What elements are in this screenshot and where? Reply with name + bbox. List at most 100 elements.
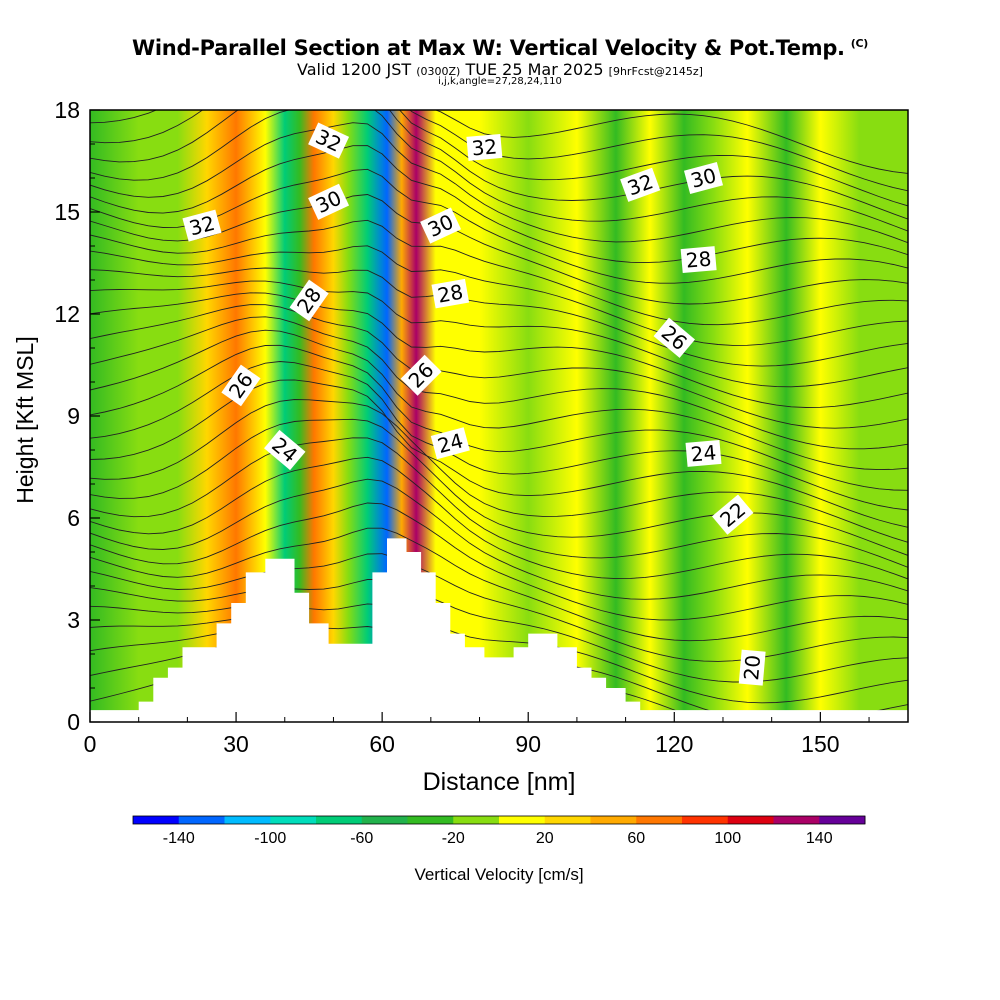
- isentrope-line: [90, 110, 908, 220]
- chart-params: i,j,k,angle=27,28,24,110: [438, 76, 562, 87]
- isentrope-line: [90, 267, 908, 367]
- colorbar-swatch: [133, 816, 180, 824]
- colorbar-swatch: [316, 816, 363, 824]
- isentrope-line: [90, 194, 908, 305]
- isentrope-line: [90, 603, 908, 704]
- colorbar-swatch: [361, 816, 408, 824]
- y-tick-label: 18: [54, 97, 80, 123]
- isentrope-line: [90, 553, 908, 662]
- colorbar-swatch: [773, 816, 820, 824]
- contour-label-box: [685, 439, 722, 467]
- contour-label-box: [738, 649, 766, 686]
- colorbar-swatch: [270, 816, 317, 824]
- contour-label-box: [653, 317, 696, 358]
- velocity-field: [90, 110, 908, 722]
- y-axis-label: Height [Kft MSL]: [12, 336, 38, 503]
- contour-label-box: [680, 246, 717, 274]
- colorbar-frame: [132, 815, 866, 825]
- contour-label-box: [431, 278, 470, 309]
- contour-label-text: 28: [685, 247, 712, 273]
- contour-label-box: [683, 162, 724, 194]
- isentrope-line: [90, 579, 908, 683]
- contour-label-box: [221, 364, 261, 407]
- isentrope-line: [90, 316, 908, 450]
- contour-label: 24: [685, 439, 722, 467]
- contour-label-text: 20: [739, 654, 765, 681]
- x-axis-label: Distance [nm]: [423, 768, 576, 796]
- colorbar-tick-label: 140: [806, 830, 833, 847]
- isentrope-line: [90, 456, 908, 580]
- terrain-mask: [90, 538, 908, 722]
- isentrope-line: [90, 329, 908, 471]
- x-tick-label: 150: [801, 731, 839, 757]
- colorbar-tick-label: 60: [627, 830, 645, 847]
- colorbar-tick-label: -20: [442, 830, 465, 847]
- colorbar-swatch: [544, 816, 591, 824]
- isentrope-line: [90, 418, 908, 556]
- contour-label-box: [620, 167, 661, 202]
- colorbar-tick-label: -100: [254, 830, 286, 847]
- isentrope-line: [90, 122, 908, 244]
- contour-label-box: [308, 122, 350, 159]
- isentrope-line: [90, 527, 908, 642]
- contour-label: 28: [680, 246, 717, 274]
- contour-label-text: 32: [471, 134, 498, 160]
- colorbar-swatch: [682, 816, 729, 824]
- x-tick-label: 0: [84, 731, 97, 757]
- colorbar-swatch: [224, 816, 271, 824]
- y-tick-label: 15: [54, 199, 80, 225]
- contour-label: 30: [683, 162, 724, 194]
- isentrope-line: [90, 110, 908, 207]
- y-tick-label: 6: [67, 505, 80, 531]
- x-tick-label: 90: [515, 731, 541, 757]
- contour-label-box: [400, 354, 442, 396]
- contour-label-text: 28: [436, 280, 465, 308]
- colorbar-swatch: [407, 816, 454, 824]
- colorbar-tick-label: -140: [163, 830, 195, 847]
- contour-label-text: 24: [690, 440, 717, 466]
- y-tick-label: 3: [67, 607, 80, 633]
- y-tick-label: 9: [67, 403, 80, 429]
- x-tick-label: 60: [369, 731, 395, 757]
- contour-label-box: [182, 209, 222, 242]
- contour-label: 20: [738, 649, 766, 686]
- isentrope-line: [90, 379, 908, 528]
- chart-title: Wind-Parallel Section at Max W: Vertical…: [132, 36, 868, 60]
- colorbar-swatch: [636, 816, 683, 824]
- colorbar-swatch: [178, 816, 225, 824]
- isentrope-line: [90, 399, 908, 543]
- colorbar-swatch: [499, 816, 546, 824]
- chart-subtitle: Valid 1200 JST (0300Z) TUE 25 Mar 2025 […: [297, 60, 703, 79]
- isentrope-line: [90, 344, 908, 491]
- isentrope-line: [90, 292, 908, 408]
- isentrope-line: [90, 245, 908, 346]
- contour-label-box: [466, 133, 503, 161]
- isentrope-line: [90, 437, 908, 568]
- colorbar-swatch: [727, 816, 774, 824]
- colorbar-label: Vertical Velocity [cm/s]: [414, 865, 583, 884]
- isentrope-line: [90, 168, 908, 284]
- isentrope-line: [90, 304, 908, 429]
- contour-label-box: [430, 427, 470, 460]
- isentrope-line: [90, 361, 908, 511]
- colorbar-swatch: [819, 816, 866, 824]
- isentrope-line: [90, 219, 908, 326]
- isentrope-line: [90, 145, 908, 264]
- x-tick-label: 120: [655, 731, 693, 757]
- contour-label-box: [711, 494, 754, 535]
- colorbar-tick-label: -60: [350, 830, 373, 847]
- y-axis-ticks: 0 3 6 9 12 15 18: [54, 97, 100, 735]
- isentrope-line: [90, 110, 908, 232]
- colorbar-swatch: [590, 816, 637, 824]
- contour-label: 32: [466, 133, 503, 161]
- contour-label: 28: [431, 278, 470, 309]
- isentrope-line: [90, 280, 908, 388]
- x-tick-label: 30: [223, 731, 249, 757]
- contour-label-box: [420, 207, 462, 244]
- contour-label-box: [308, 183, 350, 220]
- isentrope-line: [90, 502, 908, 621]
- colorbar-tick-label: 20: [536, 830, 554, 847]
- x-axis-ticks: 0 30 60 90 120 150: [84, 712, 870, 757]
- y-tick-label: 0: [67, 709, 80, 735]
